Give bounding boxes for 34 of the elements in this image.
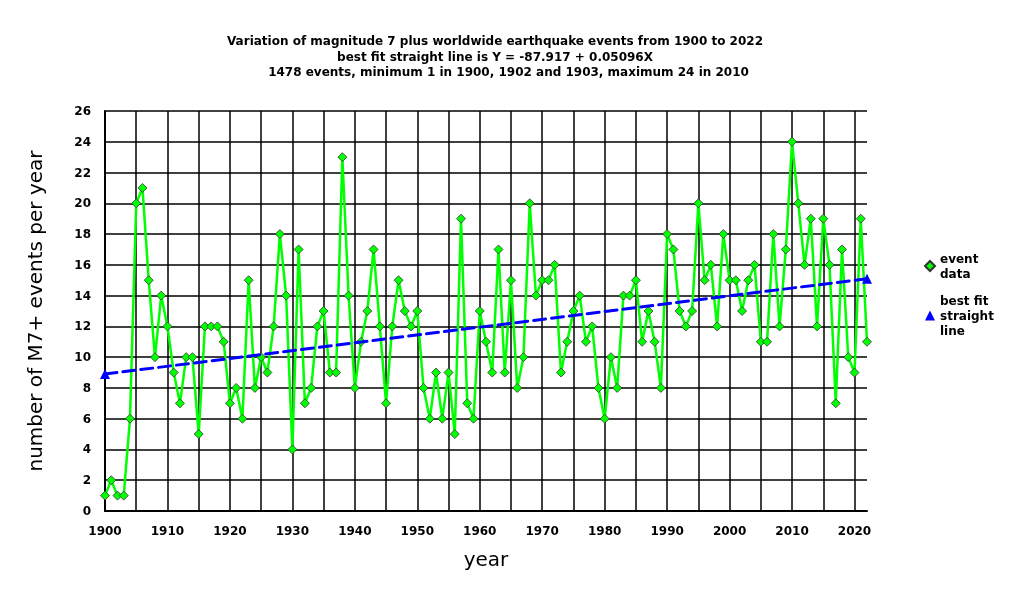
y-axis-title: number of M7+ events per year — [23, 149, 47, 472]
y-tick-label: 26 — [74, 104, 91, 118]
y-tick-label: 10 — [74, 350, 91, 365]
y-tick-label: 22 — [74, 165, 91, 180]
y-tick-label: 14 — [74, 288, 91, 303]
x-tick-label: 1940 — [338, 524, 372, 538]
chart-subtitle: best fit straight line is Y = -87.917 + 0.05096X — [337, 50, 654, 64]
chart-title: Variation of magnitude 7 plus worldwide earthquake events from 1900 to 2022 — [226, 34, 764, 48]
y-tick-label: 2 — [82, 473, 91, 488]
x-tick-label: 1980 — [587, 524, 622, 538]
x-tick-label: 1950 — [400, 524, 434, 538]
y-tick-label: 6 — [82, 411, 91, 426]
x-tick-label: 1930 — [275, 524, 310, 538]
y-tick-label: 24 — [74, 134, 91, 149]
x-tick-label: 1900 — [88, 524, 122, 538]
x-tick-label: 2020 — [837, 524, 872, 538]
y-tick-label: 0 — [82, 504, 91, 518]
x-axis-title: year — [463, 547, 510, 571]
x-tick-label: 2010 — [775, 524, 809, 538]
y-tick-label: 20 — [74, 196, 91, 211]
x-tick-label: 1970 — [525, 524, 559, 538]
y-tick-label: 4 — [82, 442, 91, 457]
y-tick-label: 16 — [74, 257, 91, 272]
y-tick-label: 8 — [82, 380, 91, 395]
text: 1478 events, minimum 1 in 1900, 1902 and 1903, maximum 24 in 2010 — [268, 65, 749, 79]
x-tick-label: 1920 — [213, 524, 247, 538]
x-tick-label: 2000 — [712, 524, 747, 538]
x-tick-label: 1990 — [650, 524, 684, 538]
x-tick-label: 1960 — [463, 524, 497, 538]
y-tick-label: 12 — [74, 319, 91, 334]
x-tick-label: 1910 — [150, 524, 185, 538]
legend-label: best fit straight line — [940, 293, 999, 338]
y-tick-label: 18 — [74, 227, 91, 242]
legend-label: event data — [940, 251, 983, 281]
